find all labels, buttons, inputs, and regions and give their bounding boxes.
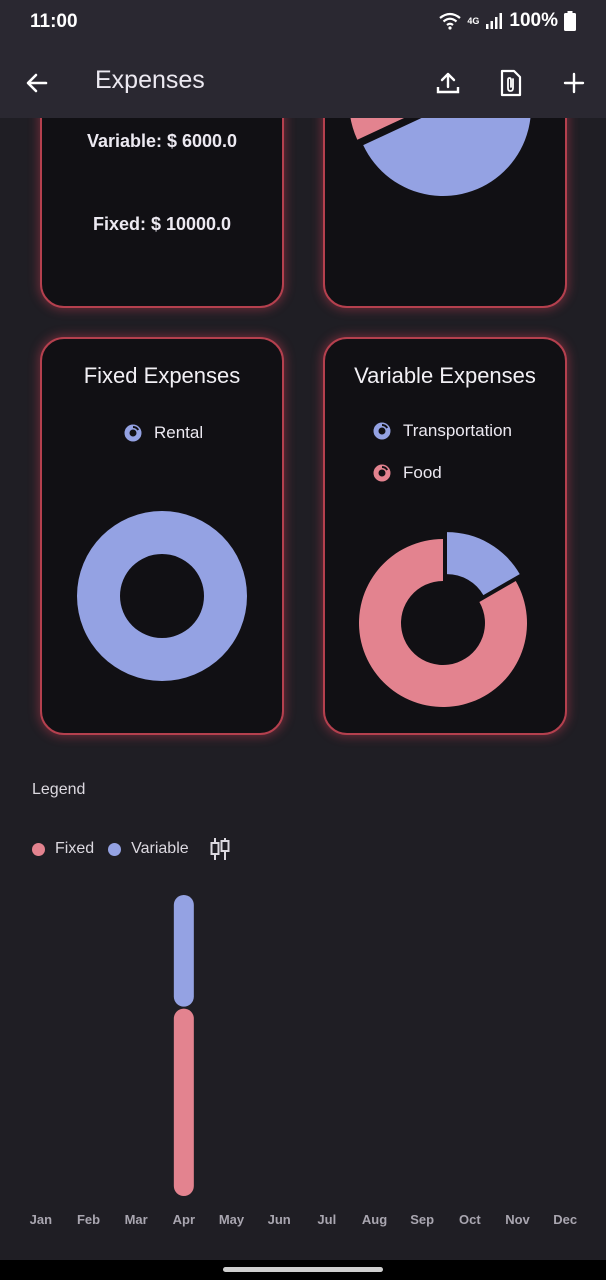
- variable-donut-slice-transportation: [447, 532, 520, 596]
- gesture-handle[interactable]: [223, 1267, 383, 1272]
- legend-item-transportation: Transportation: [373, 421, 512, 441]
- variable-donut-chart: [359, 532, 527, 707]
- variable-expenses-card: Variable Expenses Transportation Food: [323, 337, 567, 735]
- back-arrow-icon[interactable]: [17, 63, 57, 103]
- fixed-total-text: Fixed: $ 10000.0: [92, 214, 232, 234]
- legend-item-rental: Rental: [124, 423, 203, 443]
- month-label-jan: Jan: [29, 1212, 53, 1227]
- month-label-dec: Dec: [553, 1212, 578, 1227]
- month-label-apr: Apr: [172, 1212, 196, 1227]
- variable-expenses-title: Variable Expenses: [354, 363, 536, 388]
- bar-variable-apr[interactable]: [173, 895, 194, 1007]
- network-type: 4G: [467, 15, 480, 26]
- legend-section-title: Legend: [32, 781, 86, 798]
- fixed-donut-chart: [77, 511, 247, 681]
- month-label-jul: Jul: [317, 1212, 337, 1227]
- variable-total-text: Variable: $ 6000.0: [86, 131, 238, 151]
- legend-item-food: Food: [373, 463, 442, 483]
- signal-icon: [486, 13, 503, 29]
- candlestick-icon[interactable]: [209, 836, 231, 862]
- variable-legend-dot: [108, 842, 122, 856]
- battery-icon: [564, 11, 576, 31]
- donut-legend-icon: [373, 422, 391, 440]
- month-label-jun: Jun: [267, 1212, 291, 1227]
- month-label-oct: Oct: [458, 1212, 481, 1227]
- donut-legend-icon: [373, 464, 391, 482]
- fixed-legend-dot: [32, 842, 45, 856]
- bar-fixed-apr[interactable]: [173, 1008, 194, 1196]
- month-label-feb: Feb: [76, 1212, 101, 1227]
- monthly-bar-chart: [173, 895, 194, 1196]
- variable-legend-label: Variable: [131, 840, 189, 857]
- legend-label-transportation: Transportation: [403, 421, 512, 440]
- variable-donut-slice-food: [359, 539, 527, 707]
- page-title: Expenses: [95, 66, 205, 94]
- attachment-icon[interactable]: [491, 63, 531, 103]
- add-icon[interactable]: [554, 63, 594, 103]
- status-icons: 4G 100%: [439, 10, 576, 32]
- fixed-legend-label: Fixed: [55, 840, 95, 857]
- month-label-nov: Nov: [505, 1212, 530, 1227]
- upload-icon[interactable]: [428, 63, 468, 103]
- battery-percent: 100%: [509, 10, 558, 31]
- donut-legend-icon: [124, 424, 142, 442]
- legend-label-rental: Rental: [154, 423, 204, 442]
- month-label-aug: Aug: [361, 1212, 388, 1227]
- fixed-expenses-title: Fixed Expenses: [83, 363, 241, 388]
- month-label-may: May: [218, 1212, 245, 1227]
- bar-chart-legend: Fixed Variable: [32, 836, 231, 862]
- legend-label-food: Food: [403, 463, 442, 482]
- status-time: 11:00: [30, 11, 78, 32]
- month-label-mar: Mar: [124, 1212, 148, 1227]
- fixed-expenses-card: Fixed Expenses Rental: [40, 337, 284, 735]
- month-label-sep: Sep: [410, 1212, 435, 1227]
- fixed-donut-slice-rental: [77, 511, 247, 681]
- app-bar: 11:00 4G 100%: [0, 0, 606, 118]
- wifi-icon: [439, 12, 462, 30]
